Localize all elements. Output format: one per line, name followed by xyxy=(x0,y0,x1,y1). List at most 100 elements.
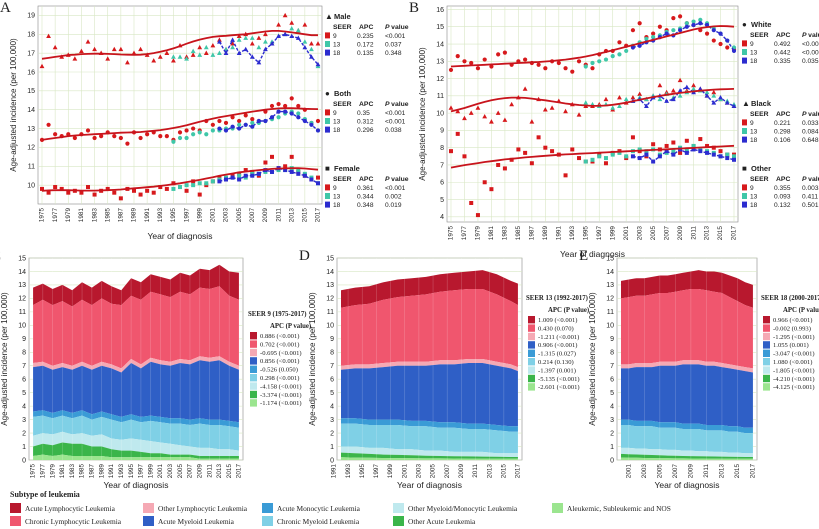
seer9-point xyxy=(711,38,716,43)
apc-legend-value: -1.174 (<0.001) xyxy=(260,400,302,407)
x-tick-label: 2001 xyxy=(210,208,217,223)
seer18-point xyxy=(217,126,222,131)
x-tick-label: 1991 xyxy=(108,464,115,479)
p-value: 0.348 xyxy=(385,50,402,57)
seer13-point xyxy=(637,147,642,152)
seer-color-swatch xyxy=(325,184,330,191)
p-value: 0.002 xyxy=(385,194,402,201)
x-tick-label: 2003 xyxy=(416,464,423,479)
seer13-point xyxy=(617,52,622,57)
apc-legend-value: -3.047 (<0.001) xyxy=(773,351,815,358)
group-legend-white: ● White SEER APC P value 9 0.492 <0.001 13 0.442 <… xyxy=(742,20,819,65)
seer9-point xyxy=(92,135,97,141)
x-tick-label: 2009 xyxy=(262,208,269,223)
seer9-point xyxy=(550,149,555,154)
seer18-point xyxy=(630,154,635,159)
seer9-point xyxy=(617,40,622,45)
seer-header: SEER xyxy=(333,176,352,183)
y-tick-label: 14 xyxy=(18,269,26,276)
seer18-point xyxy=(289,33,295,38)
x-tick-label: 1997 xyxy=(138,464,145,479)
subtype-swatch xyxy=(393,503,404,513)
seer9-point xyxy=(203,50,209,55)
y-tick-label: 14 xyxy=(326,269,334,276)
area-band-4 xyxy=(621,364,753,428)
x-tick-label: 2005 xyxy=(236,208,243,223)
apc-legend-value: 1.009 (<0.001) xyxy=(538,317,577,324)
seer9-point xyxy=(516,147,521,152)
seer9-point xyxy=(138,46,143,52)
x-tick-label: 2015 xyxy=(302,208,309,223)
seer9-point xyxy=(664,143,669,148)
apc-value: 0.132 xyxy=(774,202,791,209)
seer-color-swatch xyxy=(742,128,747,134)
seer18-point xyxy=(711,152,716,157)
seer9-point xyxy=(462,154,467,159)
apc-legend-value: -4.125 (<0.001) xyxy=(773,384,815,391)
seer13-point xyxy=(624,154,629,159)
seer9-point xyxy=(651,31,656,36)
seer13-point xyxy=(610,105,616,110)
seer13-point xyxy=(197,52,203,57)
seer9-point xyxy=(670,88,676,93)
seer9-point xyxy=(164,50,170,55)
seer9-point xyxy=(111,46,117,52)
seer9-point xyxy=(151,190,156,195)
seer18-point xyxy=(704,93,710,98)
p-header: P value xyxy=(385,176,409,183)
apc-header: APC xyxy=(359,24,373,31)
y-tick-label: 12 xyxy=(27,145,35,152)
seer-registry: 18 xyxy=(750,137,758,144)
seer18-line xyxy=(219,167,319,184)
seer-registry: 9 xyxy=(750,185,754,192)
panel-label: D xyxy=(299,248,310,264)
seer9-point xyxy=(132,188,136,193)
seer13-point xyxy=(583,159,588,164)
series-group-female xyxy=(40,154,320,201)
legend-title: SEER 9 (1975-2017) xyxy=(248,311,307,318)
seer9-point xyxy=(630,28,636,33)
seer13-point xyxy=(171,139,176,144)
apc-color-swatch xyxy=(763,316,770,324)
seer9-point xyxy=(455,54,460,59)
apc-value: 0.442 xyxy=(774,50,791,57)
apc-value: 0.093 xyxy=(774,194,791,201)
group-legend-both: ● Both SEER APC P value 9 0.35 <0.001 13 0.312 <0.… xyxy=(325,89,409,134)
seer-color-swatch xyxy=(325,32,330,39)
seer18-point xyxy=(684,150,689,155)
seer9-point xyxy=(197,192,202,197)
seer18-line xyxy=(218,33,319,65)
seer9-point xyxy=(617,94,622,100)
x-tick-label: 1995 xyxy=(170,208,177,223)
seer18-line xyxy=(632,86,735,108)
area-band-2 xyxy=(621,289,753,369)
y-tick-label: 10 xyxy=(27,182,35,189)
seer18-point xyxy=(684,24,689,29)
seer18-point xyxy=(664,31,669,36)
seer18-point xyxy=(718,154,723,159)
seer9-point xyxy=(576,59,582,64)
seer13-point xyxy=(657,96,663,102)
apc-color-swatch xyxy=(763,324,770,332)
seer18-point xyxy=(276,33,281,38)
seer-color-swatch xyxy=(325,126,330,133)
y-axis-label: Age-adjusted incidence (per 100,000) xyxy=(9,38,18,172)
group-marker: ■ xyxy=(742,164,747,173)
y-tick-label: 15 xyxy=(18,255,26,262)
x-tick-label: 1999 xyxy=(196,208,203,223)
seer9-point xyxy=(462,115,467,121)
seer13-point xyxy=(725,152,730,157)
apc-legend: SEER 18 (2000-2017) APC (P value) 0.966 (<… xyxy=(761,295,819,391)
y-tick-label: 3 xyxy=(610,417,614,424)
seer9-point xyxy=(184,128,189,133)
apc-color-swatch xyxy=(528,349,535,357)
seer9-point xyxy=(698,137,703,142)
seer9-point xyxy=(455,108,461,114)
y-tick-label: 13 xyxy=(606,282,614,289)
seer9-point xyxy=(125,141,130,146)
x-tick-label: 1977 xyxy=(461,226,468,241)
x-tick-label: 2009 xyxy=(677,226,684,241)
seer-color-swatch xyxy=(742,49,747,55)
legend-title: SEER 18 (2000-2017) xyxy=(761,295,819,302)
